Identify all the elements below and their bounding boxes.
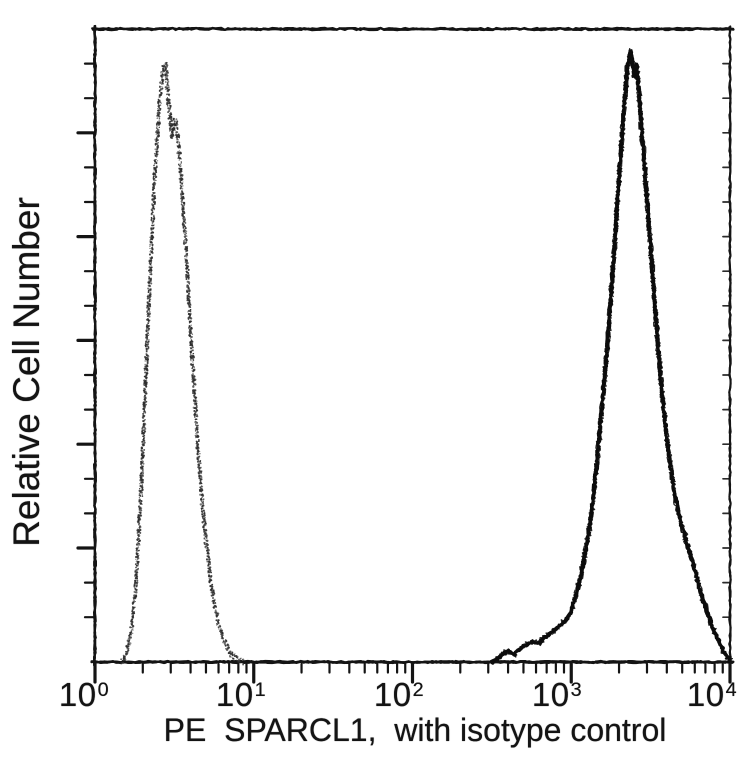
x-tick-label-1: 100 — [58, 676, 110, 713]
exponent: 3 — [570, 678, 583, 701]
y-axis-label: Relative Cell Number — [6, 197, 47, 547]
exponent: 1 — [254, 678, 267, 701]
sparcl1-curve — [489, 47, 734, 665]
exponent: 2 — [412, 678, 425, 701]
x-tick-label-100: 102 — [373, 676, 425, 713]
exponent: 4 — [725, 678, 738, 701]
isotype-control-curve — [120, 61, 245, 666]
exponent: 0 — [97, 678, 110, 701]
x-tick-label-1000: 103 — [531, 676, 583, 713]
x-axis-label: PE SPARCL1, with isotype control — [163, 712, 667, 748]
x-tick-label-10: 101 — [215, 676, 267, 713]
y-axis-ticks — [76, 62, 731, 619]
plot-border — [90, 24, 735, 667]
x-axis-ticks — [93, 662, 732, 684]
x-tick-label-10000: 104 — [686, 676, 738, 713]
